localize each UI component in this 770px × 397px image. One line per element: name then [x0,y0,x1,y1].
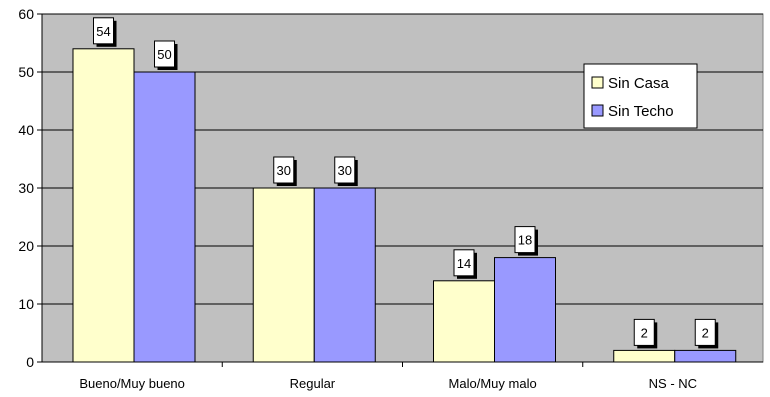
data-label-box [514,226,536,254]
x-tick-label: Bueno/Muy bueno [79,376,185,391]
bar-sin-casa [72,48,135,363]
data-label: 30 [277,163,291,178]
y-tick-label: 40 [18,122,34,138]
legend-swatch [591,76,604,89]
x-tick-label: Malo/Muy malo [449,376,537,391]
y-tick-label: 50 [18,64,34,80]
legend-label: Sin Casa [608,75,670,92]
data-label: 50 [157,47,171,62]
data-label: 14 [457,256,471,271]
legend-box [583,63,698,129]
legend: Sin Casa Sin Techo [583,63,698,129]
data-label-box [694,318,716,346]
y-tick-label: 10 [18,296,34,312]
bars [72,48,737,363]
data-label-box [633,318,655,346]
y-tick-label: 0 [26,354,34,370]
data-label: 2 [702,325,709,340]
y-tick-label: 60 [18,6,34,22]
data-label: 18 [518,233,532,248]
x-tick-label: Regular [290,376,336,391]
y-tick-label: 20 [18,238,34,254]
bar-sin-techo [494,257,556,363]
data-label-box [154,40,175,68]
bar-sin-techo [674,349,737,363]
data-label: 54 [96,24,110,39]
bar-sin-techo [313,187,376,363]
bar-sin-casa [613,349,676,363]
legend-swatch [591,104,604,117]
bar-sin-casa [252,187,315,363]
data-label-box [273,156,295,184]
data-label-box [334,156,356,184]
x-tick-label: NS - NC [649,376,697,391]
y-tick-label: 30 [18,180,34,196]
data-label-box [93,17,114,45]
bar-sin-techo [133,71,196,363]
bar-sin-casa [433,280,495,363]
legend-label: Sin Techo [608,103,674,120]
data-label: 2 [641,325,648,340]
data-label: 30 [338,163,352,178]
axes: 0 10 20 30 40 50 60 Bueno/Muy bueno Regular Malo/… [18,6,763,391]
data-label-box [453,249,475,277]
